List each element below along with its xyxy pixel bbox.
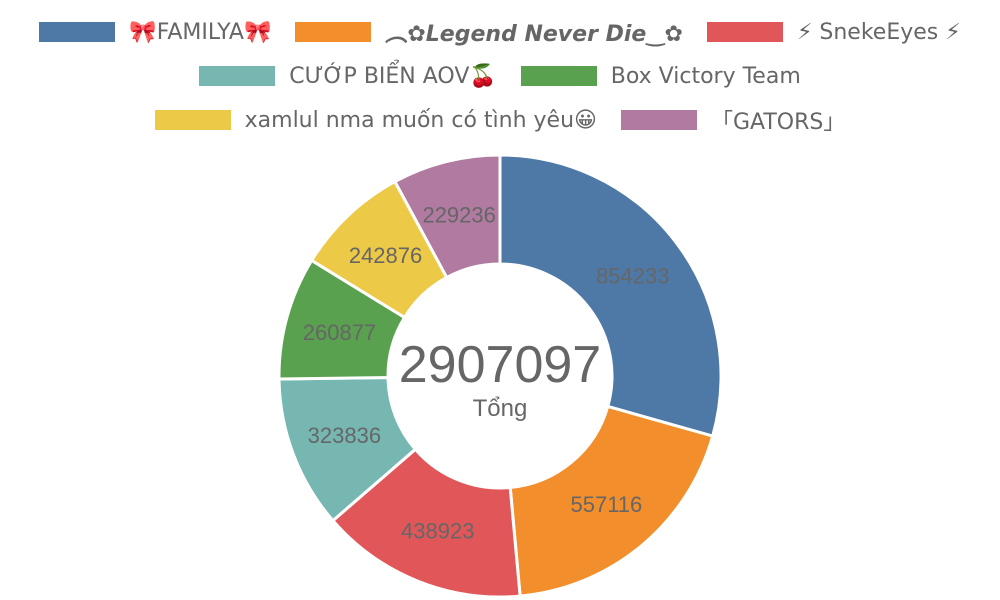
chart-legend: 🎀FAMILYA🎀 ︵✿Legend Never Die‿✿ ⚡ SnekeEy… xyxy=(0,10,1000,142)
legend-item-snekeeyes[interactable]: ⚡ SnekeEyes ⚡ xyxy=(706,19,961,45)
legend-label-familya: 🎀FAMILYA🎀 xyxy=(129,19,272,45)
slice-value-label-cuop-bien-aov: 323836 xyxy=(308,423,381,448)
slice-gators[interactable] xyxy=(392,153,502,280)
legend-row-2: CƯỚP BIỂN AOV🍒 Box Victory Team xyxy=(0,54,1000,98)
legend-row-1: 🎀FAMILYA🎀 ︵✿Legend Never Die‿✿ ⚡ SnekeEy… xyxy=(0,10,1000,54)
legend-row-3: xamlul nma muốn có tình yêu😀 「GATORS」 xyxy=(0,98,1000,142)
legend-swatch-box-victory-team xyxy=(520,66,597,86)
legend-item-cuop-bien-aov[interactable]: CƯỚP BIỂN AOV🍒 xyxy=(199,64,497,89)
legend-item-gators[interactable]: 「GATORS」 xyxy=(620,104,846,136)
slice-value-label-snekeeyes: 438923 xyxy=(401,518,474,543)
legend-item-legend-never-die[interactable]: ︵✿Legend Never Die‿✿ xyxy=(295,16,683,48)
legend-label-snekeeyes: ⚡ SnekeEyes ⚡ xyxy=(796,19,961,45)
slice-value-label-legend-never-die: 557116 xyxy=(571,492,643,517)
legend-item-box-victory-team[interactable]: Box Victory Team xyxy=(520,63,801,89)
legend-label-cuop-bien-aov: CƯỚP BIỂN AOV🍒 xyxy=(289,63,497,89)
legend-label-legend-never-die: ︵✿Legend Never Die‿✿ xyxy=(385,22,683,47)
legend-swatch-xamlul xyxy=(154,110,231,130)
slice-legend-never-die[interactable] xyxy=(508,404,715,598)
legend-swatch-cuop-bien-aov xyxy=(199,66,276,86)
legend-swatch-legend-never-die xyxy=(295,22,372,42)
slice-familya[interactable] xyxy=(498,153,723,438)
chart-slice-labels: 854233 557116 438923 323836 260877 2428762292… xyxy=(303,203,670,544)
slice-value-label-gators: 229236 xyxy=(422,203,495,228)
slice-value-label-box-victory-team: 260877 xyxy=(303,320,376,345)
center-caption: Tổng xyxy=(473,395,528,422)
legend-item-familya[interactable]: 🎀FAMILYA🎀 xyxy=(39,20,271,45)
legend-item-xamlul[interactable]: xamlul nma muốn có tình yêu😀 xyxy=(154,107,597,133)
slice-value-label-familya: 854233 xyxy=(596,264,669,289)
legend-swatch-gators xyxy=(620,110,697,130)
legend-label-gators: 「GATORS」 xyxy=(710,110,846,135)
slice-value-label-xamlul: 242876 xyxy=(349,243,422,268)
center-total: 2907097 xyxy=(399,336,601,394)
legend-label-xamlul: xamlul nma muốn có tình yêu😀 xyxy=(244,107,597,133)
legend-swatch-snekeeyes xyxy=(706,22,783,42)
legend-swatch-familya xyxy=(39,22,116,42)
chart-slices xyxy=(277,153,723,599)
legend-label-box-victory-team: Box Victory Team xyxy=(610,63,801,89)
